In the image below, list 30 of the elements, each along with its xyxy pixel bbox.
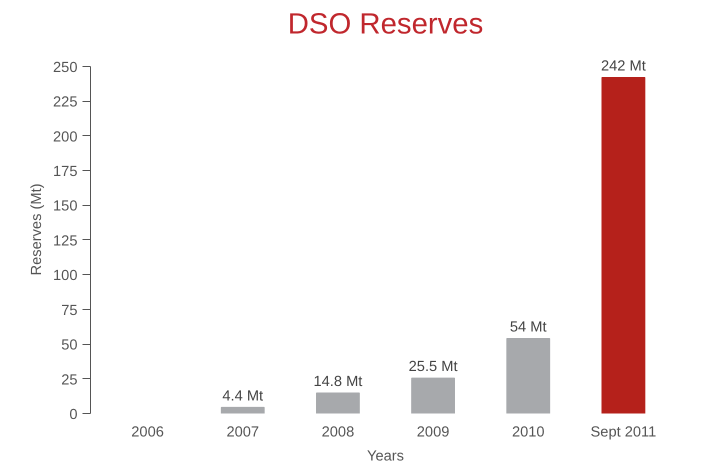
y-tick-label: 250 [53,60,78,76]
data-label: 242 Mt [601,58,646,74]
y-tick-label: 100 [53,268,78,284]
y-tick-label: 25 [61,372,78,388]
x-tick-label: 2010 [512,424,545,440]
y-tick-label: 175 [53,164,78,180]
bar [316,392,360,414]
y-axis-title: Reserves (Mt) [29,183,46,276]
x-tick-label: Sept 2011 [590,424,656,440]
y-tick-label: 150 [53,198,78,215]
data-label: 54 Mt [510,320,547,336]
y-tick-label: 75 [61,302,78,319]
chart-title: DSO Reserves [288,8,484,40]
y-tick-label: 0 [69,407,78,423]
y-tick-label: 125 [53,233,78,250]
x-tick-label: 2006 [131,424,164,440]
x-tick-label: 2009 [416,424,450,440]
y-tick-label: 50 [61,338,78,354]
x-tick-label: 2007 [226,424,260,440]
y-tick-label: 200 [53,129,78,146]
data-label: 25.5 Mt [408,359,458,376]
bar [220,406,265,414]
x-axis-title: Years [367,448,404,464]
bar [506,338,550,414]
data-label: 14.8 Mt [313,374,362,390]
x-tick-label: 2008 [322,424,354,440]
data-label: 4.4 Mt [222,388,264,404]
bar [411,378,455,414]
bar [601,76,646,414]
y-tick-label: 225 [53,94,78,111]
